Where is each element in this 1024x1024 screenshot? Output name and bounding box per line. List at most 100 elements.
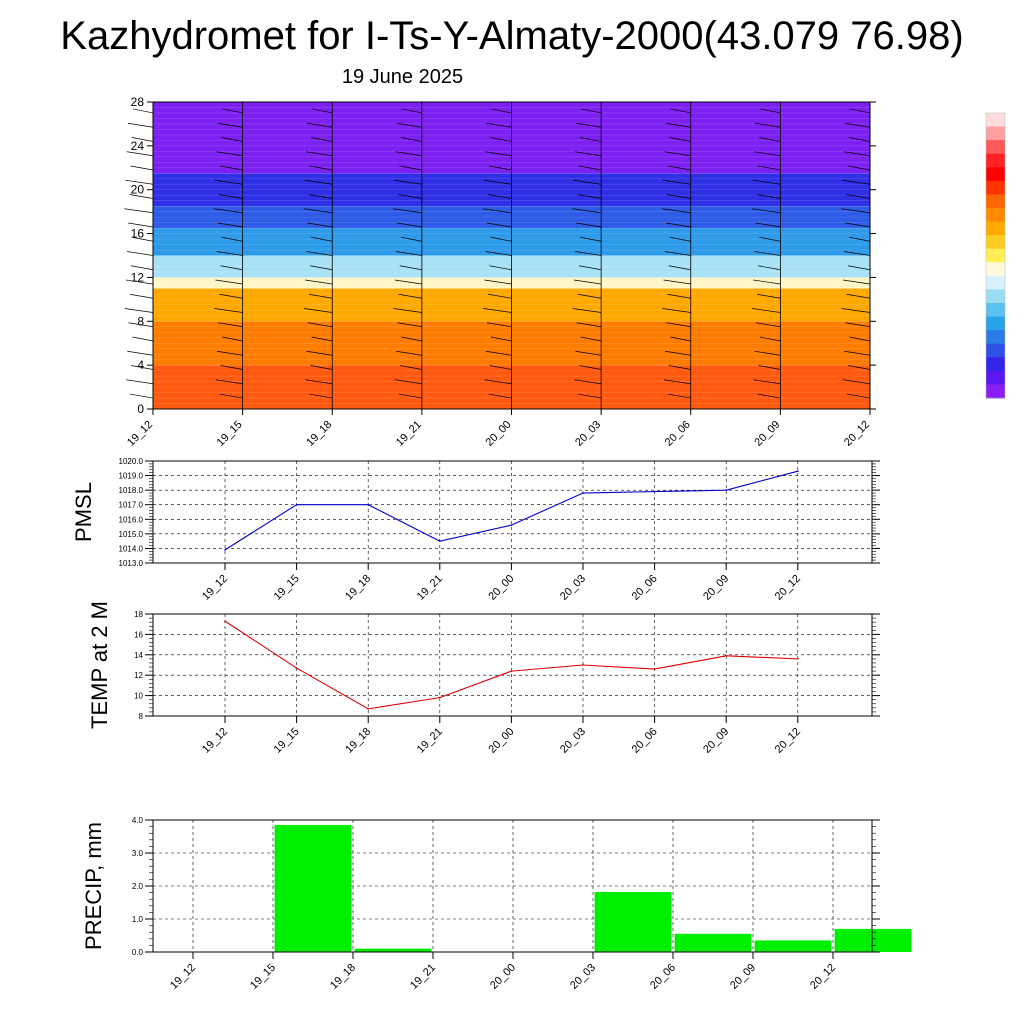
wind-barb <box>218 194 243 199</box>
wind-barb <box>394 279 422 285</box>
wind-barb <box>400 365 422 370</box>
wind-barb <box>309 165 333 171</box>
x-tick-label: 20_09 <box>701 726 731 756</box>
wind-barb <box>842 279 871 285</box>
y-tick-label: 1020.0 <box>119 457 144 466</box>
wind-barb <box>125 279 154 285</box>
colorbar-swatch <box>986 289 1005 304</box>
wind-barb <box>843 379 871 385</box>
y-tick-label: 1.0 <box>132 915 144 924</box>
wind-barb <box>667 393 691 399</box>
wind-barb <box>665 122 691 128</box>
wind-barb <box>664 151 691 157</box>
wind-barb <box>220 365 243 370</box>
colorbar-swatch <box>986 194 1005 209</box>
x-tick-label: 20_12 <box>773 573 803 603</box>
wind-barb <box>130 265 154 271</box>
x-tick-label: 19_21 <box>394 419 424 449</box>
wind-barb <box>310 265 333 271</box>
wind-barb <box>574 379 602 385</box>
wind-barb <box>580 236 602 242</box>
x-tick-label: 19_15 <box>272 573 302 603</box>
wind-barb <box>757 165 781 171</box>
wind-barb <box>220 165 243 171</box>
colorbar-swatch <box>986 262 1005 277</box>
wind-barb <box>401 336 422 342</box>
x-tick-label: 20_09 <box>701 573 731 603</box>
wind-barb <box>221 137 243 142</box>
colorbar-swatch <box>986 248 1005 263</box>
wind-barb <box>573 179 602 185</box>
wind-barb <box>489 365 512 370</box>
colorbar-swatch <box>986 384 1005 399</box>
x-tick-label: 19_12 <box>125 419 155 449</box>
colorbar-swatch <box>986 330 1005 345</box>
wind-barb <box>132 236 154 242</box>
wind-barb <box>303 208 333 214</box>
wind-barb <box>308 293 333 299</box>
wind-barb <box>845 222 871 228</box>
wind-barb <box>311 336 333 342</box>
x-tick-label: 20_00 <box>486 573 516 603</box>
wind-barb <box>574 151 602 157</box>
wind-barb <box>489 265 512 271</box>
wind-barb <box>759 137 781 142</box>
wind-barb <box>308 194 333 199</box>
x-tick-label: 19_21 <box>408 962 438 992</box>
wind-barb <box>488 293 512 299</box>
wind-barb <box>399 165 422 171</box>
wind-barb <box>756 194 781 199</box>
data-point <box>653 490 656 493</box>
y-tick-label: 12 <box>131 270 145 284</box>
wind-barb <box>129 293 154 299</box>
wind-barb <box>670 108 691 114</box>
colorbar-swatch <box>986 316 1005 331</box>
wind-barb <box>126 379 154 385</box>
wind-barb <box>846 393 871 399</box>
x-tick-label: 19_12 <box>200 573 230 603</box>
wind-barb <box>843 151 871 157</box>
y-tick-label: 4 <box>137 358 144 372</box>
wind-barb <box>396 350 422 356</box>
wind-barb <box>124 208 154 214</box>
wind-barb <box>581 108 602 114</box>
wind-barb <box>400 137 422 142</box>
wind-barb <box>580 336 602 342</box>
data-point <box>653 668 656 670</box>
wind-barb <box>486 122 512 128</box>
x-tick-label: 19_18 <box>304 419 334 449</box>
x-tick-label: 19_21 <box>415 726 445 756</box>
wind-barb <box>844 350 871 356</box>
wind-barb <box>125 179 154 185</box>
x-tick-label: 19_21 <box>415 573 445 603</box>
data-point <box>439 696 441 699</box>
wind-barb <box>131 137 154 142</box>
wind-barb <box>397 222 422 228</box>
wind-barb <box>572 308 602 313</box>
wind-barb <box>132 108 154 114</box>
bar <box>354 948 432 952</box>
y-tick-label: 8 <box>137 314 144 328</box>
wind-barb <box>668 265 691 271</box>
x-tick-label: 20_12 <box>842 419 872 449</box>
plot-frame <box>152 819 873 953</box>
wind-barb <box>489 165 512 171</box>
data-point <box>797 658 799 660</box>
wind-barb <box>395 251 422 256</box>
wind-barb <box>849 336 871 342</box>
y-tick-label: 16 <box>131 227 145 241</box>
wind-barb <box>849 236 871 242</box>
precipitation-panel: 0.0 1.0 2.0 3.0 4.0 19_12 19_15 19_18 19_21 20_00… <box>81 816 912 992</box>
wind-barb <box>576 322 602 328</box>
wind-barb <box>126 151 154 157</box>
y-tick-label: 24 <box>131 139 145 153</box>
wind-barb <box>399 265 422 271</box>
wind-barb <box>310 137 333 142</box>
x-tick-label: 19_18 <box>328 962 358 992</box>
wind-barb <box>755 222 781 228</box>
data-point <box>582 492 584 494</box>
wind-barb <box>396 122 422 128</box>
wind-barb <box>127 350 154 356</box>
wind-barb <box>572 208 602 214</box>
y-tick-label: 20 <box>131 183 145 197</box>
